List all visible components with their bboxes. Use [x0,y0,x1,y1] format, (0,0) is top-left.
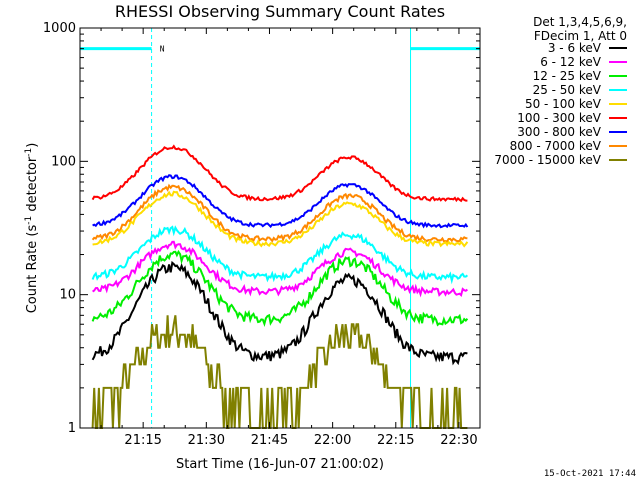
y-tick-label-3: 1000 [43,21,76,36]
x-tick-label-4: 22:15 [377,433,414,448]
y-tick-label-2: 100 [51,154,76,169]
x-tick-label-0: 21:15 [124,433,161,448]
legend-label-4: 50 - 100 keV [525,97,602,111]
series-line-8 [91,315,468,429]
chart-title: RHESSI Observing Summary Count Rates [115,2,445,21]
x-tick-label-3: 22:00 [314,433,351,448]
decimation-info: FDecim 1, Att 0 [534,29,627,43]
series-line-0 [91,260,468,366]
y-tick-label-0: 1 [68,421,76,436]
saa-marker: N [160,45,165,54]
series-line-7 [91,183,468,243]
detector-info: Det 1,3,4,5,6,9, [533,15,627,29]
legend-label-2: 12 - 25 keV [533,69,602,83]
legend-label-1: 6 - 12 keV [540,55,602,69]
series-line-2 [91,249,469,328]
y-axis-label: Count Rate (s-1 detector-1) [24,143,40,314]
series-line-3 [91,225,469,285]
axes: 21:15 21:30 21:45 22:00 22:15 22:30 1 10 100 1000 [43,21,481,448]
series-line-6 [92,174,469,229]
x-tick-label-2: 21:45 [251,433,288,448]
legend-label-3: 25 - 50 keV [533,83,602,97]
plot-frame [79,27,481,429]
legend-label-5: 100 - 300 keV [517,111,601,125]
legend-label-7: 800 - 7000 keV [510,139,602,153]
series-layer [91,144,469,429]
y-tick-label-1: 10 [59,288,76,303]
legend-label-6: 300 - 800 keV [517,125,601,139]
series-line-4 [92,190,469,248]
legend-label-0: 3 - 6 keV [548,41,602,55]
x-tick-label-5: 22:30 [440,433,477,448]
legend-label-8: 7000 - 15000 keV [494,153,601,167]
series-line-1 [92,240,468,298]
x-axis-label: Start Time (16-Jun-07 21:00:02) [176,457,384,472]
night-intervals: N [80,28,480,428]
timestamp-footer: 15-Oct-2021 17:44 [544,469,636,479]
x-tick-label-1: 21:30 [188,433,225,448]
series-line-5 [91,144,468,203]
